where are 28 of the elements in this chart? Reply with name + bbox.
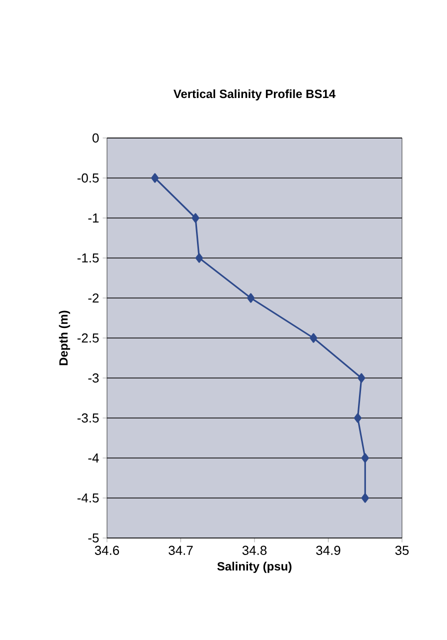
y-tick-label: 0 <box>92 133 99 143</box>
x-tick-label: 35 <box>395 546 409 555</box>
point <box>361 453 369 463</box>
point <box>195 253 203 263</box>
y-tick-label: -1.5 <box>77 253 99 263</box>
y-tick-label: -1 <box>88 214 99 222</box>
y-tick-label: -5 <box>88 533 99 543</box>
x-axis-title: Salinity (psu) <box>217 562 292 573</box>
point <box>358 373 366 383</box>
y-axis-title: Depth (m) <box>58 310 70 366</box>
x-tick-label: 34.6 <box>94 546 120 555</box>
y-tick-label: -3 <box>88 373 99 383</box>
point <box>192 213 200 223</box>
chart-title: Vertical Salinity Profile BS14 <box>174 89 336 101</box>
y-tick-label: -2 <box>88 293 99 303</box>
point <box>151 173 159 183</box>
y-tick-label: -3.5 <box>77 413 99 423</box>
point <box>361 493 369 503</box>
point <box>354 413 362 423</box>
y-tick-label: -4 <box>88 454 99 462</box>
y-tick-label: -2.5 <box>77 333 99 343</box>
x-tick-label: 34.8 <box>242 546 267 555</box>
y-tick-label: -0.5 <box>77 173 99 183</box>
point <box>247 293 255 303</box>
y-tick-label: -4.5 <box>77 493 99 503</box>
x-tick-label: 34.7 <box>168 546 193 555</box>
x-tick-label: 34.9 <box>316 546 340 555</box>
point <box>310 333 318 343</box>
